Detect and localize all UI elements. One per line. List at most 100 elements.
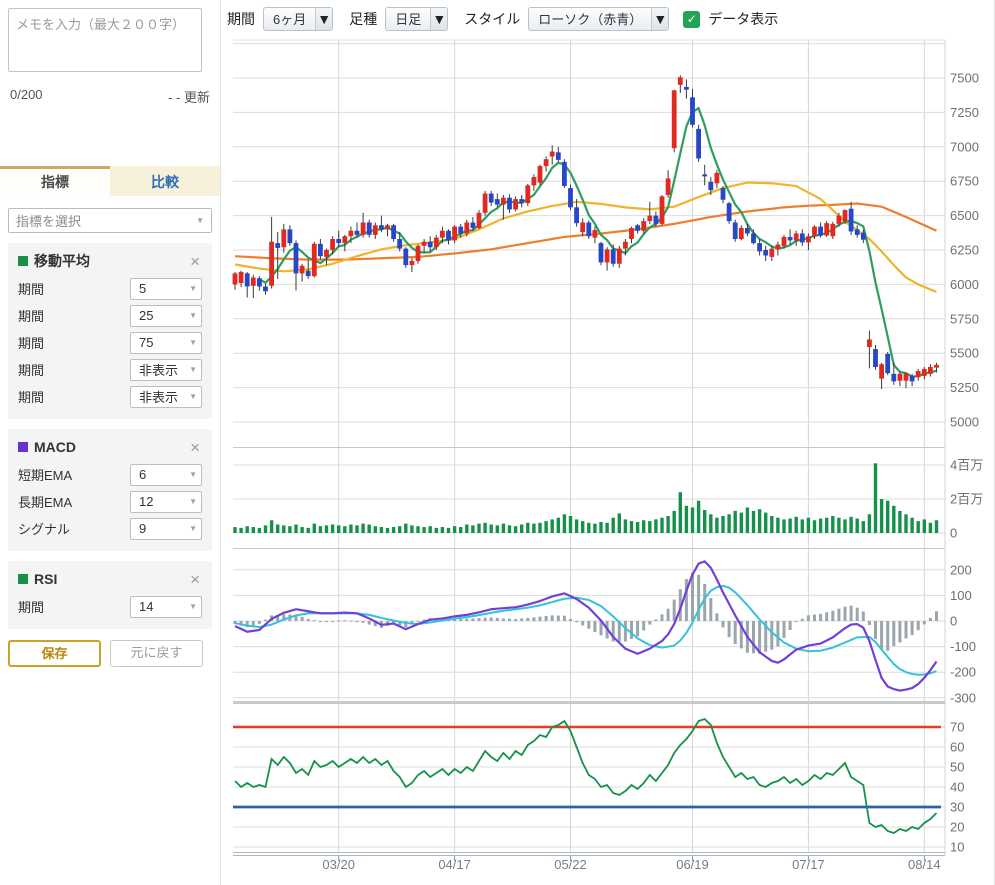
svg-text:0: 0 [950, 526, 957, 541]
svg-text:6500: 6500 [950, 208, 979, 223]
long-ema-select[interactable]: 12 ▼ [130, 491, 202, 513]
card-title: 移動平均 [34, 251, 188, 271]
button-row: 保存 元に戻す [8, 640, 212, 667]
setting-row: 期間 75 ▼ [18, 329, 202, 356]
svg-text:7250: 7250 [950, 105, 979, 120]
indicator-select-placeholder: 指標を選択 [16, 211, 81, 230]
select-value: 日足 [386, 8, 430, 30]
svg-text:4百万: 4百万 [950, 458, 983, 473]
card-header: RSI × [18, 569, 202, 589]
chart-region: 期間 6ヶ月 ▼ 足種 日足 ▼ スタイル ローソク（赤青） ▼ ✓ データ表示… [220, 0, 995, 885]
chevron-down-icon: ▼ [432, 11, 446, 27]
chevron-down-icon: ▼ [189, 392, 197, 401]
chart-toolbar: 期間 6ヶ月 ▼ 足種 日足 ▼ スタイル ローソク（赤青） ▼ ✓ データ表示 [227, 7, 778, 31]
period-select-3[interactable]: 75 ▼ [130, 332, 202, 354]
select-value: 12 [139, 494, 153, 509]
card-header: 移動平均 × [18, 251, 202, 271]
setting-row: 期間 5 ▼ [18, 275, 202, 302]
select-value: 9 [139, 521, 146, 536]
chevron-down-icon: ▼ [189, 470, 197, 479]
svg-text:60: 60 [950, 740, 964, 755]
indicator-select[interactable]: 指標を選択 ▼ [8, 208, 212, 233]
reset-button[interactable]: 元に戻す [110, 640, 203, 667]
bar-type-label: 足種 [349, 9, 377, 29]
rsi-period-select[interactable]: 14 ▼ [130, 596, 202, 618]
tab-indicators[interactable]: 指標 [0, 166, 110, 196]
save-button[interactable]: 保存 [8, 640, 101, 667]
svg-text:5750: 5750 [950, 311, 979, 326]
svg-text:03/20: 03/20 [322, 857, 355, 872]
row-label: 長期EMA [18, 492, 72, 511]
period-select-1[interactable]: 5 ▼ [130, 278, 202, 300]
stock-chart-app: 0/200 - - 更新 指標 比較 指標を選択 ▼ 移動平均 × 期間 5 ▼ [0, 0, 995, 885]
signal-select[interactable]: 9 ▼ [130, 518, 202, 540]
svg-text:6250: 6250 [950, 243, 979, 258]
row-label: 期間 [18, 279, 44, 298]
ma5-line [259, 108, 936, 376]
close-icon[interactable]: × [188, 439, 202, 456]
bar-type-select[interactable]: 日足 ▼ [385, 7, 448, 31]
svg-text:-200: -200 [950, 665, 976, 680]
month-gridlines [339, 40, 925, 852]
check-icon: ✓ [687, 12, 697, 26]
svg-text:6000: 6000 [950, 277, 979, 292]
svg-text:5000: 5000 [950, 415, 979, 430]
chevron-down-icon: ▼ [189, 524, 197, 533]
ma-color-swatch [18, 256, 28, 266]
select-value: 75 [139, 335, 153, 350]
indicator-card-rsi: RSI × 期間 14 ▼ [8, 561, 212, 629]
close-icon[interactable]: × [188, 571, 202, 588]
horizontal-gridlines: 7500725070006750650062506000575055005250… [233, 44, 983, 855]
memo-meta: 0/200 - - 更新 [10, 87, 210, 106]
short-ema-select[interactable]: 6 ▼ [130, 464, 202, 486]
data-display-checkbox[interactable]: ✓ [683, 11, 700, 28]
indicator-card-macd: MACD × 短期EMA 6 ▼ 長期EMA 12 ▼ シグナル [8, 429, 212, 551]
price-volume-macd-rsi-chart[interactable]: 7500725070006750650062506000575055005250… [221, 0, 995, 885]
svg-text:0: 0 [950, 614, 957, 629]
panel-separators [233, 40, 945, 855]
svg-text:20: 20 [950, 820, 964, 835]
svg-text:6750: 6750 [950, 174, 979, 189]
chevron-down-icon: ▼ [189, 338, 197, 347]
svg-text:06/19: 06/19 [676, 857, 709, 872]
card-title: MACD [34, 439, 188, 455]
style-select[interactable]: ローソク（赤青） ▼ [528, 7, 669, 31]
row-label: 短期EMA [18, 465, 72, 484]
period-select-2[interactable]: 25 ▼ [130, 305, 202, 327]
memo-update-label: - - 更新 [168, 87, 210, 106]
row-label: 期間 [18, 387, 44, 406]
setting-row: 長期EMA 12 ▼ [18, 488, 202, 515]
svg-text:5250: 5250 [950, 380, 979, 395]
svg-text:-300: -300 [950, 690, 976, 705]
data-display-label: データ表示 [708, 9, 778, 29]
sidebar-tabs: 指標 比較 [0, 166, 220, 196]
svg-text:100: 100 [950, 588, 972, 603]
tab-compare[interactable]: 比較 [110, 166, 220, 196]
setting-row: シグナル 9 ▼ [18, 515, 202, 542]
svg-text:07/17: 07/17 [792, 857, 825, 872]
select-value: ローソク（赤青） [529, 8, 651, 30]
chevron-down-icon: ▼ [189, 365, 197, 374]
setting-row: 期間 14 ▼ [18, 593, 202, 620]
macd-color-swatch [18, 442, 28, 452]
memo-input[interactable] [8, 8, 202, 72]
svg-text:7000: 7000 [950, 139, 979, 154]
close-icon[interactable]: × [188, 253, 202, 270]
card-title: RSI [34, 571, 188, 587]
memo-counter: 0/200 [10, 87, 43, 106]
period-select-4[interactable]: 非表示 ▼ [130, 359, 202, 381]
row-label: 期間 [18, 306, 44, 325]
row-label: シグナル [18, 519, 70, 538]
indicator-card-ma: 移動平均 × 期間 5 ▼ 期間 25 ▼ 期間 75 [8, 243, 212, 419]
macd-line [235, 561, 937, 690]
macd-lines [235, 561, 937, 690]
setting-row: 短期EMA 6 ▼ [18, 461, 202, 488]
svg-text:04/17: 04/17 [438, 857, 471, 872]
setting-row: 期間 25 ▼ [18, 302, 202, 329]
chevron-down-icon: ▼ [653, 11, 667, 27]
svg-text:50: 50 [950, 760, 964, 775]
rsi-color-swatch [18, 574, 28, 584]
period-select[interactable]: 6ヶ月 ▼ [263, 7, 333, 31]
svg-text:2百万: 2百万 [950, 492, 983, 507]
period-select-5[interactable]: 非表示 ▼ [130, 386, 202, 408]
